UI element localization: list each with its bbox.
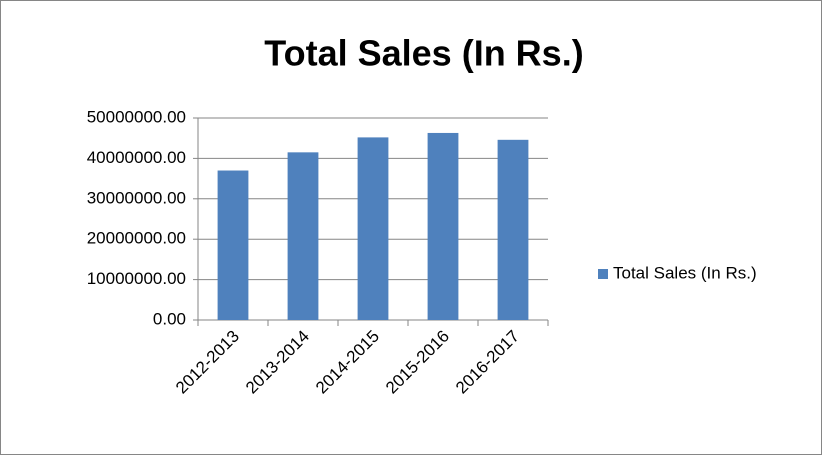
- y-tick-label: 20000000.00: [87, 229, 186, 248]
- legend-label: Total Sales (In Rs.): [613, 263, 757, 282]
- y-tick-label: 30000000.00: [87, 188, 186, 207]
- bar: [357, 137, 389, 320]
- y-tick-label: 0.00: [153, 309, 186, 328]
- y-tick-label: 40000000.00: [87, 148, 186, 167]
- y-tick-label: 10000000.00: [87, 269, 186, 288]
- y-tick-label: 50000000.00: [87, 107, 186, 126]
- bar: [287, 152, 319, 320]
- chart-title: Total Sales (In Rs.): [264, 33, 583, 74]
- legend-swatch: [598, 269, 608, 279]
- bar: [497, 139, 529, 320]
- bar: [217, 170, 249, 320]
- bar: [427, 132, 459, 320]
